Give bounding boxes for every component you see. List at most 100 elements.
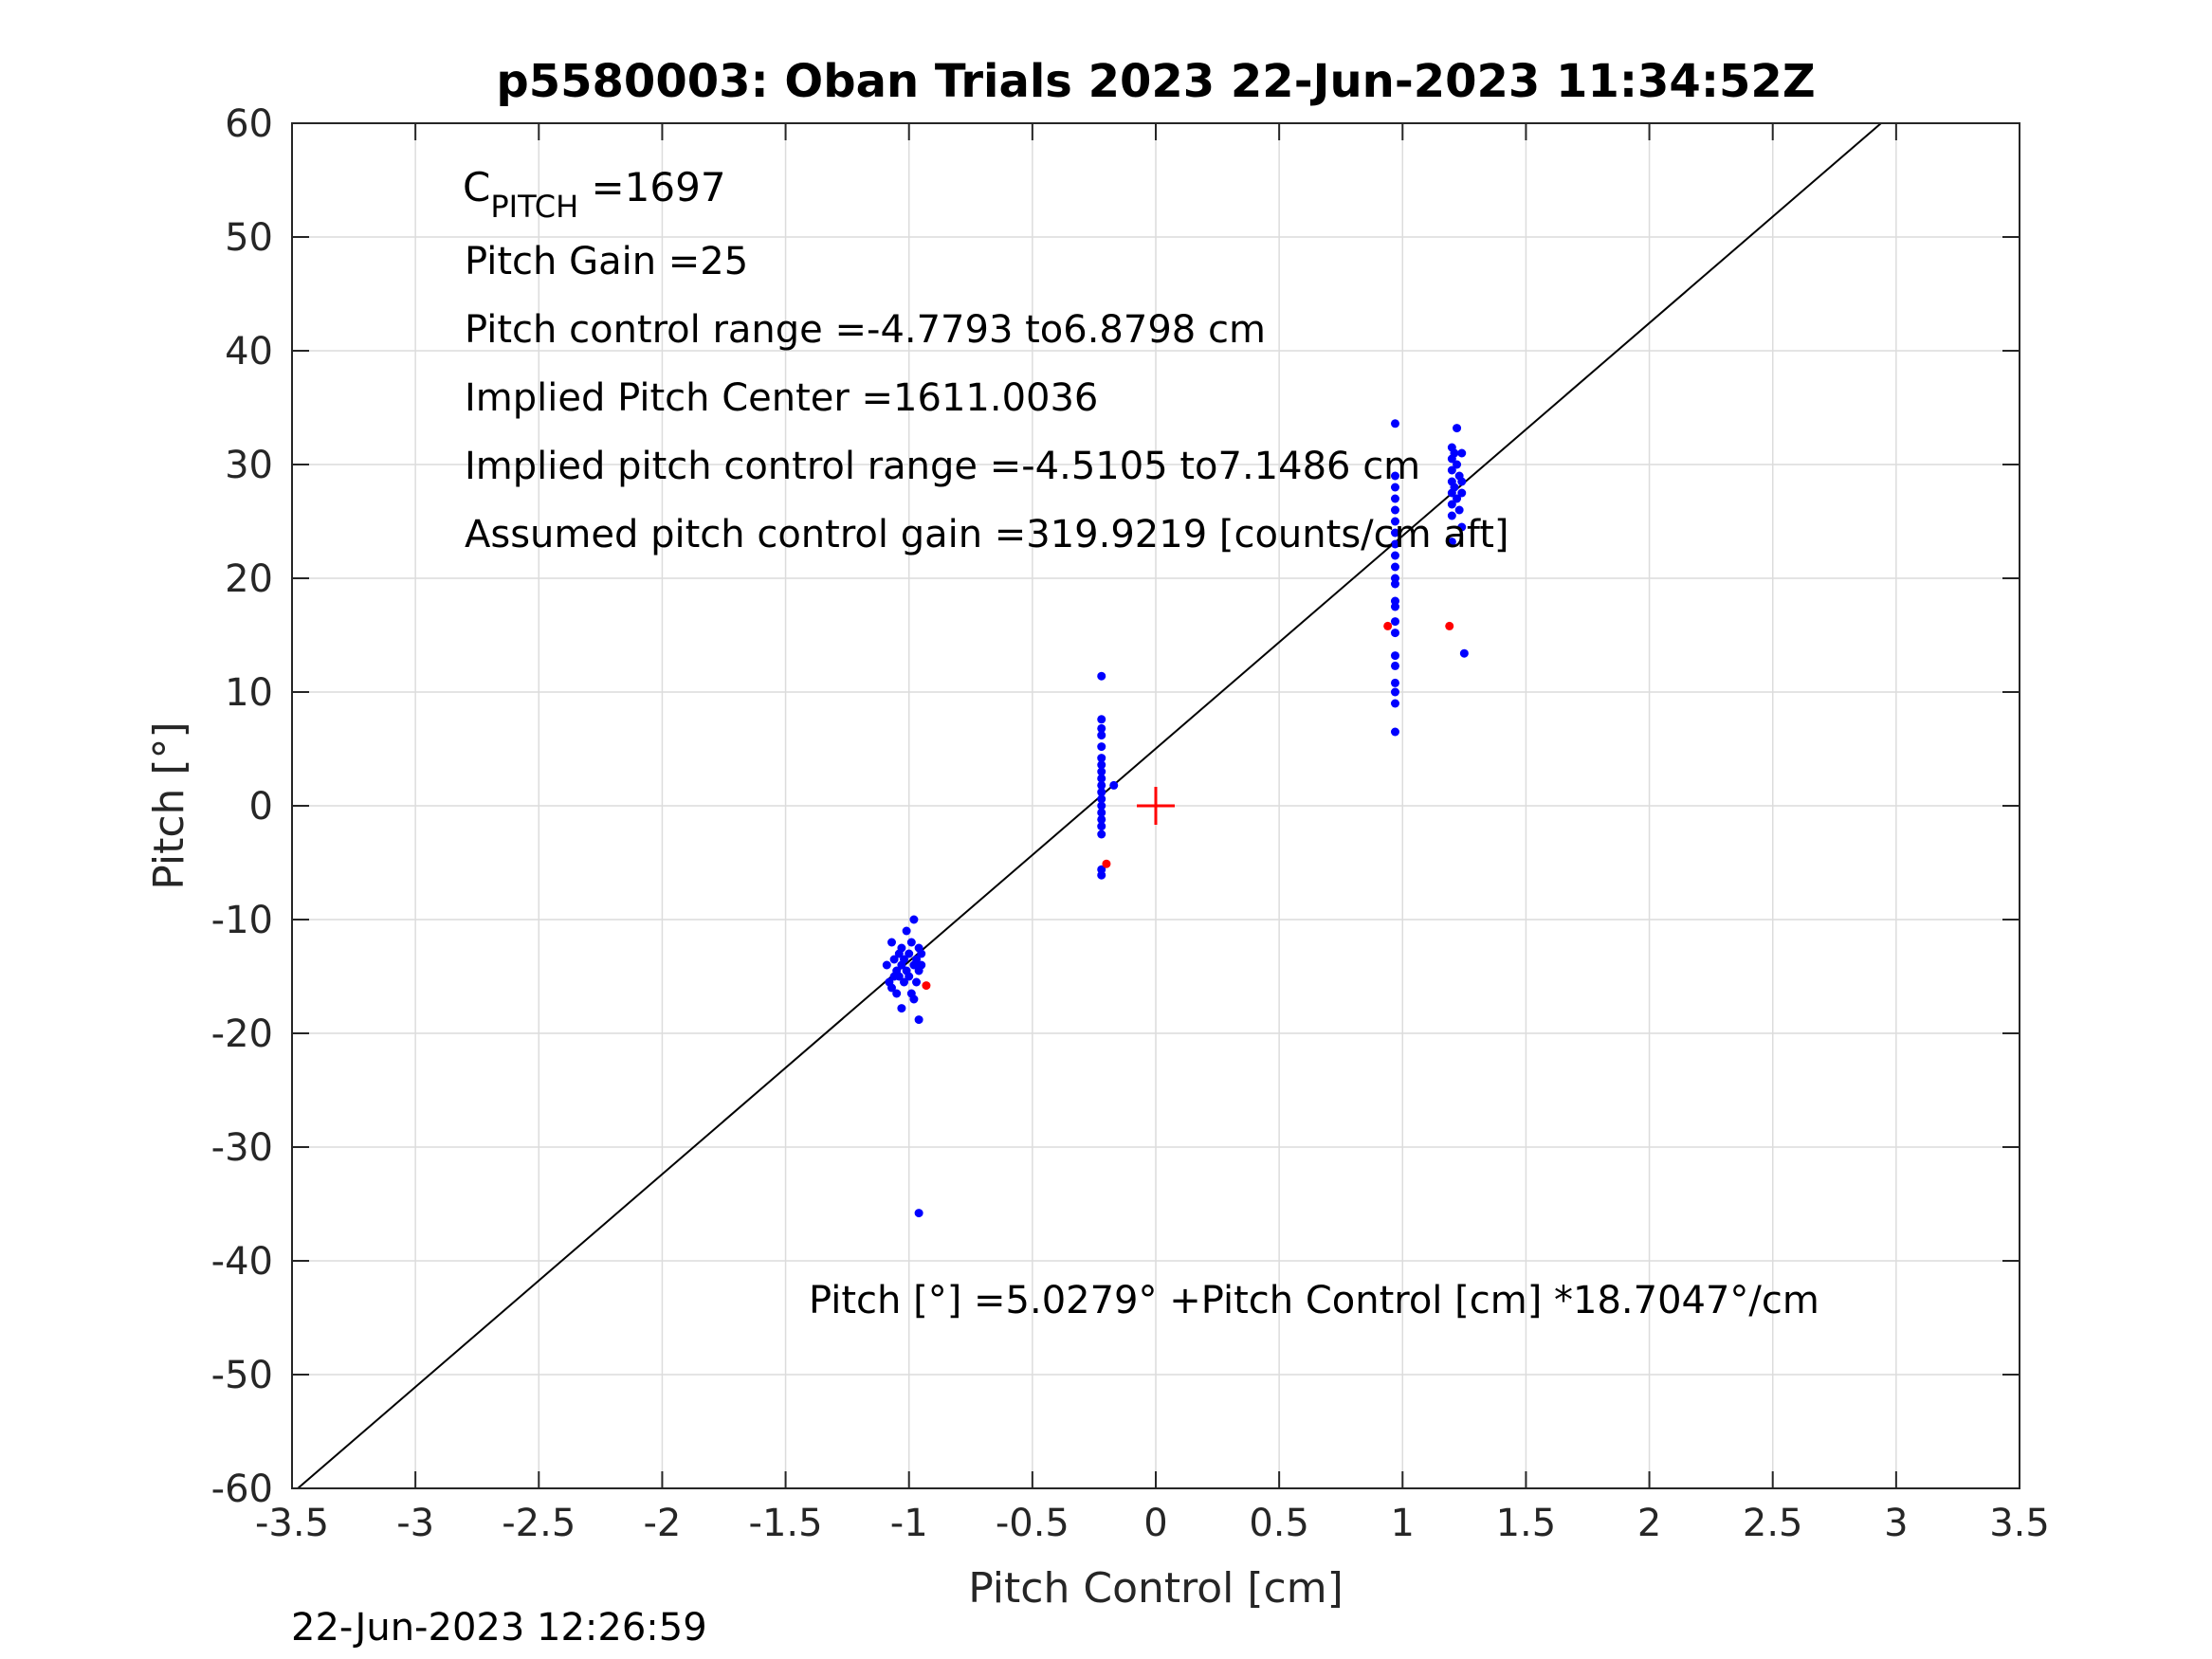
fit-line [296,123,1883,1488]
data-points [882,419,1469,1218]
data-point [1097,754,1106,763]
y-tick-label: 0 [249,785,273,829]
x-tick-label: -0.5 [996,1502,1069,1545]
y-tick-label: -20 [211,1012,273,1056]
data-point [902,926,911,936]
axis-tick-labels: -3.5 -3 -2.5 -2 -1.5 -1 -0.5 0 0.5 1 1.5 2 2.5 3 3.5 -6… [211,102,2050,1545]
y-tick-label: -50 [211,1354,273,1397]
data-point [1097,774,1106,783]
x-tick-label: -2.5 [502,1502,576,1545]
annotation-fit-equation: Pitch [°] =5.0279° +Pitch Control [cm] *… [809,1279,1819,1322]
x-tick-label: 3 [1884,1502,1908,1545]
data-point [1097,801,1106,811]
axis-ticks [291,122,2020,1489]
x-tick-label: 0 [1143,1502,1167,1545]
y-tick-label: 40 [225,330,273,374]
y-tick-label: 60 [225,102,273,146]
x-tick-label: 1 [1391,1502,1415,1545]
data-point [917,960,926,970]
data-point [1457,522,1467,532]
x-tick-label: -1.5 [749,1502,823,1545]
data-point [1390,505,1399,515]
data-point [1097,760,1106,770]
data-point [1390,419,1399,428]
data-point [1390,602,1399,611]
y-tick-label: 20 [225,557,273,601]
annotation-implied-center: Implied Pitch Center =1611.0036 [465,376,1098,420]
data-point [909,994,919,1004]
data-point [1097,808,1106,817]
data-point [1390,528,1399,538]
c-pitch-subscript: PITCH [490,189,578,225]
data-point [900,955,909,964]
data-point [1453,424,1462,433]
data-point [1390,678,1399,687]
data-point [914,1209,923,1218]
data-point [897,1004,906,1013]
grid-lines [291,122,2020,1489]
data-point [894,972,904,981]
data-point [1390,617,1399,627]
y-tick-label: -60 [211,1468,273,1511]
data-point [1457,448,1467,458]
plot-area [296,123,1883,1488]
x-tick-label: -2 [643,1502,681,1545]
data-point [1390,687,1399,697]
y-tick-label: -30 [211,1126,273,1170]
data-point [912,955,922,964]
data-point [900,977,909,987]
data-point [1447,511,1456,520]
data-point [1097,742,1106,752]
data-point [1457,477,1467,486]
data-point [914,1015,923,1025]
svg-text:CPITCH =1697: CPITCH =1697 [463,164,726,225]
data-point [1097,788,1106,797]
data-point [887,938,896,947]
data-point [897,943,906,953]
x-tick-label: 3.5 [1989,1502,2050,1545]
annotation-c-pitch: CPITCH =1697 [463,164,726,225]
annotation-pitch-gain: Pitch Gain =25 [465,240,748,283]
data-point [1097,723,1106,733]
data-point [1453,460,1462,469]
data-point [1459,648,1469,658]
annotation-implied-range: Implied pitch control range =-4.5105 to7… [465,445,1420,488]
chart-title: p5580003: Oban Trials 2023 22-Jun-2023 1… [496,55,1815,108]
data-point [1390,471,1399,481]
data-point [889,955,899,964]
data-point [906,938,916,947]
data-point [1390,579,1399,589]
data-point [1097,715,1106,724]
x-axis-label: Pitch Control [cm] [968,1564,1344,1613]
x-tick-label: -1 [890,1502,928,1545]
data-point [1390,562,1399,572]
data-point [1097,870,1106,880]
data-point [1390,699,1399,708]
data-point [1383,621,1393,630]
data-point [1390,539,1399,549]
data-point [1097,830,1106,839]
data-point [1390,651,1399,661]
data-point [1097,671,1106,681]
data-point [892,989,902,998]
y-tick-label: 10 [225,671,273,715]
data-point [1453,494,1462,503]
data-point [1390,551,1399,560]
x-tick-label: 2.5 [1743,1502,1803,1545]
data-point [887,983,896,993]
data-point [1390,483,1399,492]
data-point [1454,505,1464,515]
data-point [912,977,922,987]
center-marker [1137,787,1175,825]
footer-timestamp: 22-Jun-2023 12:26:59 [291,1606,707,1650]
x-tick-label: 1.5 [1496,1502,1557,1545]
data-point [1390,661,1399,670]
data-point [909,915,919,924]
c-pitch-main: C [463,164,490,210]
y-tick-label: -40 [211,1240,273,1284]
data-point [1390,494,1399,503]
y-tick-label: -10 [211,899,273,942]
data-point [905,949,914,958]
data-point [1097,822,1106,831]
